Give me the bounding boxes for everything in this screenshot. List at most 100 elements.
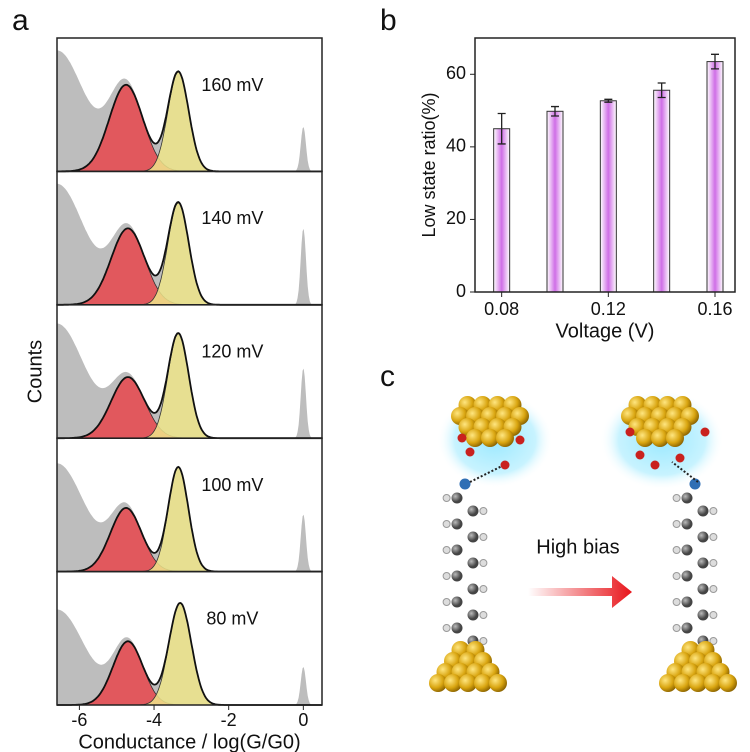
bar (599, 100, 617, 293)
oxygen-atom (457, 433, 467, 443)
gold-atom (666, 429, 684, 447)
hydrogen-atom (672, 546, 681, 554)
hydrogen-atom (442, 572, 451, 580)
gold-atom (689, 674, 707, 692)
hydrogen-atom (442, 624, 451, 632)
oxygen-atom (625, 427, 635, 437)
panel-frame (56, 570, 323, 706)
panel-label: 120 mV (201, 342, 263, 362)
panel-label: a (12, 4, 29, 37)
molecule-diagram: High bias (429, 390, 737, 692)
carbon-atom (451, 622, 463, 634)
hydrogen-atom (672, 598, 681, 606)
gold-atom (459, 674, 477, 692)
hydrogen-atom (479, 611, 488, 619)
hydrogen-bond (469, 465, 503, 483)
carbon-atom (467, 531, 479, 543)
carbon-atom (467, 557, 479, 569)
hydrogen-bond (671, 461, 699, 483)
panel-label: b (380, 4, 397, 37)
carbon-atom (681, 518, 693, 530)
carbon-atom (681, 570, 693, 582)
x-axis-label: Conductance / log(G/G0) (78, 731, 300, 752)
nitrogen-atom (689, 478, 701, 490)
panel-label: 80 mV (206, 608, 258, 628)
error-bar (604, 98, 613, 103)
hydrogen-atom (709, 637, 718, 645)
carbon-atom (697, 531, 709, 543)
oxygen-atom (500, 460, 510, 470)
hydrogen-atom (709, 533, 718, 541)
oxygen-atom (635, 450, 645, 460)
gold-atom (719, 674, 737, 692)
x-axis-label: Voltage (V) (556, 320, 655, 342)
error-bar (711, 53, 719, 70)
y-tick-label: 60 (446, 63, 466, 83)
panel-label: c (380, 360, 395, 393)
nitrogen-atom (459, 478, 471, 490)
hydrogen-atom (442, 546, 451, 554)
panel-label: 100 mV (201, 475, 263, 495)
gold-atom (444, 674, 462, 692)
error-bar (657, 82, 666, 99)
x-tick-label: 0 (298, 710, 308, 730)
carbon-atom (681, 544, 693, 556)
plot-frame (474, 37, 736, 293)
x-tick-label: 0.08 (484, 299, 519, 319)
hydrogen-atom (709, 507, 718, 515)
oxygen-atom (675, 453, 685, 463)
carbon-atom (451, 492, 463, 504)
x-tick-label: -4 (146, 710, 162, 730)
y-tick-label: 20 (446, 208, 466, 228)
carbon-atom (467, 505, 479, 517)
oxygen-atom (700, 427, 710, 437)
carbon-atom (697, 505, 709, 517)
hydrogen-atom (479, 637, 488, 645)
carbon-atom (467, 609, 479, 621)
bar (546, 110, 564, 293)
carbon-atom (467, 583, 479, 595)
panel-label: 160 mV (201, 75, 263, 95)
gold-atom (704, 674, 722, 692)
gold-atom (429, 674, 447, 692)
bar (653, 89, 671, 293)
hydrogen-atom (479, 559, 488, 567)
carbon-atom (681, 596, 693, 608)
carbon-atom (451, 596, 463, 608)
gold-atom (481, 429, 499, 447)
carbon-atom (451, 544, 463, 556)
carbon-atom (681, 622, 693, 634)
oxygen-atom (515, 435, 525, 445)
carbon-atom (697, 609, 709, 621)
y-axis-label: Low state ratio(%) (419, 92, 439, 237)
hydrogen-atom (709, 559, 718, 567)
hydrogen-atom (479, 585, 488, 593)
hydrogen-atom (672, 494, 681, 502)
x-tick-label: -2 (221, 710, 237, 730)
arrow-label: High bias (536, 536, 619, 558)
carbon-atom (451, 570, 463, 582)
gold-atom (674, 674, 692, 692)
oxygen-atom (650, 460, 660, 470)
gold-atom (496, 429, 514, 447)
carbon-atom (451, 518, 463, 530)
y-tick-label: 0 (456, 281, 466, 301)
carbon-atom (697, 583, 709, 595)
hydrogen-atom (709, 611, 718, 619)
gold-atom (489, 674, 507, 692)
hydrogen-atom (479, 507, 488, 515)
x-tick-label: 0.16 (697, 299, 732, 319)
gold-atom (651, 429, 669, 447)
bar (706, 61, 724, 293)
carbon-atom (681, 492, 693, 504)
hydrogen-atom (709, 585, 718, 593)
hydrogen-atom (672, 624, 681, 632)
carbon-atom (697, 557, 709, 569)
hydrogen-atom (479, 533, 488, 541)
oxygen-atom (465, 447, 475, 457)
panel-label: 140 mV (201, 208, 263, 228)
y-axis-label: Counts (24, 340, 46, 403)
hydrogen-atom (442, 494, 451, 502)
gold-atom (659, 674, 677, 692)
